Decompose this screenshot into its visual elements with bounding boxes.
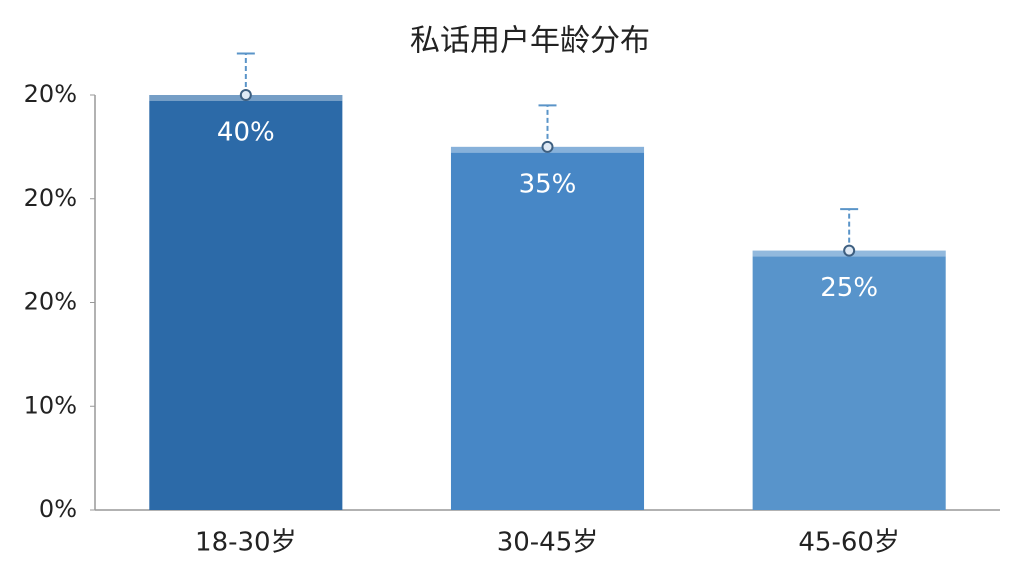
- value-point: [541, 140, 554, 153]
- y-tick-label: 10%: [24, 391, 77, 419]
- x-tick-label: 30-45岁: [497, 528, 599, 558]
- bar: [450, 146, 645, 510]
- bar: [149, 95, 343, 510]
- value-point: [843, 244, 856, 257]
- bar: [752, 250, 946, 510]
- value-label: 40%: [217, 118, 275, 148]
- y-tick-label: 0%: [39, 495, 77, 523]
- value-point: [239, 89, 252, 101]
- value-label: 35%: [519, 169, 577, 199]
- y-tick-label: 20%: [24, 288, 77, 316]
- x-tick-label: 45-60岁: [798, 528, 900, 558]
- x-tick-label: 18-30岁: [195, 528, 297, 558]
- chart-title: 私话用户年龄分布: [410, 24, 650, 59]
- y-tick-label: 20%: [24, 184, 77, 212]
- y-tick-label: 20%: [24, 80, 77, 108]
- value-label: 25%: [820, 273, 878, 303]
